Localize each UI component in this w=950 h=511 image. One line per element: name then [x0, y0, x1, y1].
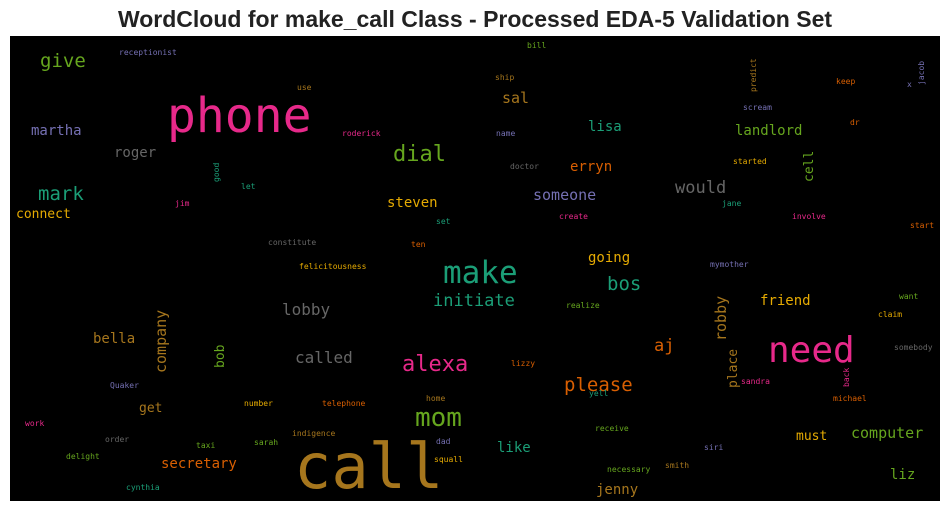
word-someone: someone — [533, 186, 596, 204]
word-robby: robby — [712, 296, 730, 341]
word-need: need — [768, 330, 855, 371]
word-back: back — [842, 368, 851, 387]
word-call: call — [294, 430, 443, 501]
word-secretary: secretary — [161, 456, 237, 472]
word-smith: smith — [665, 461, 689, 470]
word-indigence: indigence — [292, 429, 336, 438]
word-start: start — [910, 221, 934, 230]
word-order: order — [105, 435, 129, 444]
word-bob: bob — [213, 344, 228, 368]
word-let: let — [241, 182, 256, 191]
word-steven: steven — [387, 195, 438, 211]
word-roger: roger — [114, 145, 156, 161]
word-siri: siri — [704, 443, 723, 452]
word-get: get — [139, 401, 162, 416]
word-scream: scream — [743, 103, 772, 112]
word-receptionist: receptionist — [119, 48, 177, 57]
word-cynthia: cynthia — [126, 483, 160, 492]
word-dr: dr — [850, 118, 860, 127]
word-sal: sal — [502, 89, 529, 107]
word-erryn: erryn — [570, 159, 612, 175]
word-telephone: telephone — [322, 399, 366, 408]
word-initiate: initiate — [433, 291, 515, 311]
word-felicitousness: felicitousness — [299, 262, 367, 271]
word-called: called — [295, 348, 353, 367]
word-started: started — [733, 157, 767, 166]
word-keep: keep — [836, 77, 855, 86]
word-bos: bos — [607, 273, 641, 295]
word-somebody: somebody — [894, 343, 933, 352]
wordcloud-svg: call phone need make mom dial alexa please mark g… — [16, 41, 934, 501]
word-ten: ten — [411, 240, 426, 249]
word-squall: squall — [434, 455, 463, 464]
word-bill: bill — [527, 41, 546, 50]
word-number: number — [244, 399, 273, 408]
word-work: work — [25, 419, 44, 428]
word-place: place — [726, 349, 741, 388]
word-set: set — [436, 217, 451, 226]
word-name: name — [496, 129, 515, 138]
word-landlord: landlord — [735, 123, 802, 139]
word-lobby: lobby — [282, 300, 331, 319]
word-jane: jane — [722, 199, 741, 208]
word-going: going — [588, 250, 630, 266]
word-mymother: mymother — [710, 260, 749, 269]
word-jacob: jacob — [917, 61, 926, 85]
word-dial: dial — [393, 142, 446, 167]
word-friend: friend — [760, 293, 811, 309]
word-alexa: alexa — [402, 352, 468, 377]
word-delight: delight — [66, 452, 100, 461]
word-lisa: lisa — [588, 119, 622, 135]
word-receive: receive — [595, 424, 629, 433]
chart-title: WordCloud for make_call Class - Processe… — [117, 6, 833, 32]
word-lizzy: lizzy — [511, 359, 535, 368]
word-claim: claim — [878, 310, 902, 319]
word-mom: mom — [415, 403, 462, 433]
word-make: make — [443, 255, 518, 291]
word-like: like — [497, 440, 531, 456]
word-dad: dad — [436, 437, 451, 446]
word-sarah: sarah — [254, 438, 278, 447]
word-x: x — [907, 80, 912, 89]
word-please: please — [564, 374, 633, 396]
word-necessary: necessary — [607, 465, 651, 474]
word-cell: cell — [802, 151, 817, 182]
word-liz: liz — [890, 467, 915, 483]
word-roderick: roderick — [342, 129, 381, 138]
word-taxi: taxi — [196, 441, 215, 450]
word-would: would — [675, 178, 726, 198]
word-phone: phone — [167, 88, 312, 144]
word-mark: mark — [38, 183, 84, 205]
word-give: give — [40, 50, 86, 72]
word-yell: yell — [589, 389, 608, 398]
word-home: home — [426, 394, 445, 403]
word-constitute: constitute — [268, 238, 316, 247]
word-want: want — [899, 292, 918, 301]
word-must: must — [796, 429, 827, 444]
word-realize: realize — [566, 301, 600, 310]
word-good: good — [212, 163, 221, 182]
word-company: company — [152, 310, 170, 373]
word-jim: jim — [175, 199, 190, 208]
word-predict: predict — [749, 58, 758, 92]
word-ship: ship — [495, 73, 514, 82]
word-connect: connect — [16, 207, 71, 222]
word-michael: michael — [833, 394, 867, 403]
word-involve: involve — [792, 212, 826, 221]
word-computer: computer — [851, 424, 923, 442]
word-sandra: sandra — [741, 377, 770, 386]
wordcloud-canvas: call phone need make mom dial alexa please mark g… — [10, 36, 940, 501]
word-doctor: doctor — [510, 162, 539, 171]
word-use: use — [297, 83, 312, 92]
word-quaker: Quaker — [110, 381, 139, 390]
word-jenny: jenny — [596, 482, 638, 498]
word-martha: martha — [31, 123, 82, 139]
word-create: create — [559, 212, 588, 221]
word-bella: bella — [93, 331, 135, 347]
word-aj: aj — [654, 336, 674, 356]
